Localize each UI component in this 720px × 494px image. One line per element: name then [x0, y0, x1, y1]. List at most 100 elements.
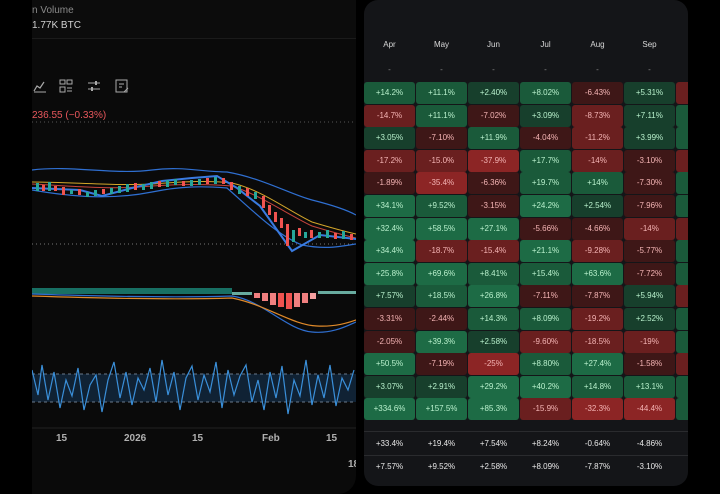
month-header-sep[interactable]: Sep [642, 40, 657, 49]
heatmap-cell[interactable]: -4.04% [520, 127, 571, 150]
heatmap-cell[interactable]: +85.3% [468, 398, 519, 421]
heatmap-cell[interactable]: +3.99% [624, 127, 675, 150]
heatmap-cell[interactable]: -7.10% [416, 127, 467, 150]
heatmap-cell[interactable]: -3.15% [468, 195, 519, 217]
heatmap-cell[interactable]: -19.2% [572, 308, 623, 330]
heatmap-cell[interactable]: -1.58% [624, 353, 675, 376]
heatmap-cell[interactable]: -7.11% [520, 285, 571, 308]
month-header-apr[interactable]: Apr [383, 40, 396, 49]
heatmap-cell[interactable]: +18.5% [416, 285, 467, 308]
heatmap-cell[interactable]: +21.1% [520, 240, 571, 263]
heatmap-cell[interactable]: -6.43% [572, 82, 623, 104]
price-chart[interactable] [32, 0, 356, 494]
heatmap-cell[interactable]: +27.1% [468, 217, 519, 240]
chart-panel[interactable]: n Volume 1.77K BTC 236.55 (−0.33%) [32, 0, 356, 494]
heatmap-cell[interactable]: +40.2% [520, 375, 571, 398]
heatmap-cell[interactable]: -14% [624, 217, 675, 240]
heatmap-cell[interactable]: -18.5% [572, 330, 623, 353]
heatmap-cell[interactable]: +25.8% [364, 262, 415, 285]
heatmap-cell[interactable]: +34.4% [364, 240, 415, 263]
heatmap-cell[interactable]: +69.6% [416, 262, 467, 285]
heatmap-cell[interactable]: -35.4% [416, 172, 467, 195]
heatmap-cell[interactable]: -5.66% [520, 217, 571, 240]
heatmap-cell[interactable]: +19.7% [520, 172, 571, 195]
heatmap-cell[interactable]: -15.9% [520, 398, 571, 421]
month-header-jun[interactable]: Jun [487, 40, 500, 49]
heatmap-cell[interactable]: +24.2% [520, 195, 571, 217]
heatmap-cell[interactable]: -7.02% [468, 104, 519, 127]
heatmap-cell[interactable]: +9.52% [416, 195, 467, 217]
heatmap-cell[interactable]: +14% [572, 172, 623, 195]
heatmap-cell[interactable]: -15.4% [468, 240, 519, 263]
heatmap-cell[interactable]: +157.5% [416, 398, 467, 421]
heatmap-cell[interactable]: +8.09% [520, 308, 571, 330]
heatmap-cell[interactable]: +34.1% [364, 195, 415, 217]
heatmap-cell[interactable]: +3.09% [520, 104, 571, 127]
heatmap-cell[interactable]: +7.57% [364, 285, 415, 308]
heatmap-cell[interactable]: -44.4% [624, 398, 675, 421]
heatmap-cell[interactable]: +3.05% [364, 127, 415, 150]
heatmap-cell[interactable]: +5.31% [624, 82, 675, 104]
heatmap-cell[interactable]: -9.28% [572, 240, 623, 263]
heatmap-cell[interactable]: +2.52% [624, 308, 675, 330]
heatmap-cell[interactable]: -14% [572, 149, 623, 172]
heatmap-cell[interactable]: -25% [468, 353, 519, 376]
heatmap-cell[interactable]: +63.6% [572, 262, 623, 285]
heatmap-cell[interactable]: -5.77% [624, 240, 675, 263]
month-header-aug[interactable]: Aug [590, 40, 605, 49]
line-chart-icon[interactable] [32, 78, 48, 94]
heatmap-cell[interactable]: -17.2% [364, 149, 415, 172]
heatmap-cell[interactable]: -7.87% [572, 285, 623, 308]
heatmap-cell[interactable]: +15.4% [520, 262, 571, 285]
heatmap-cell[interactable]: -9.60% [520, 330, 571, 353]
heatmap-cell[interactable]: -3.31% [364, 308, 415, 330]
heatmap-cell[interactable]: +8.41% [468, 262, 519, 285]
heatmap-cell[interactable]: +8.02% [520, 82, 571, 104]
heatmap-cell[interactable]: +7.11% [624, 104, 675, 127]
heatmap-cell[interactable]: -1.89% [364, 172, 415, 195]
heatmap-cell[interactable]: -8.73% [572, 104, 623, 127]
settings-sliders-icon[interactable] [86, 78, 102, 94]
heatmap-cell[interactable]: +27.4% [572, 353, 623, 376]
heatmap-cell[interactable]: +334.6% [364, 398, 415, 421]
month-header-may[interactable]: May [433, 40, 450, 49]
heatmap-cell[interactable]: -3.10% [624, 149, 675, 172]
heatmap-cell[interactable]: +8.80% [520, 353, 571, 376]
heatmap-cell[interactable]: +58.5% [416, 217, 467, 240]
seasonality-heatmap[interactable]: Apr - May - Jun - Jul - Aug - Sep - +14.2% +11.1% +2.4… [364, 0, 688, 486]
heatmap-cell[interactable]: -11.2% [572, 127, 623, 150]
layout-icon[interactable] [58, 78, 74, 94]
heatmap-cell[interactable]: -4.66% [572, 217, 623, 240]
heatmap-cell[interactable]: +14.8% [572, 375, 623, 398]
heatmap-cell[interactable]: -14.7% [364, 104, 415, 127]
heatmap-cell[interactable]: -7.19% [416, 353, 467, 376]
heatmap-cell[interactable]: +2.91% [416, 375, 467, 398]
heatmap-cell[interactable]: +29.2% [468, 375, 519, 398]
heatmap-cell[interactable]: +11.1% [416, 82, 467, 104]
heatmap-cell[interactable]: -7.96% [624, 195, 675, 217]
heatmap-cell[interactable]: -2.44% [416, 308, 467, 330]
heatmap-cell[interactable]: -7.30% [624, 172, 675, 195]
heatmap-cell[interactable]: -7.72% [624, 262, 675, 285]
month-header-jul[interactable]: Jul [540, 40, 551, 49]
heatmap-cell[interactable]: +39.3% [416, 330, 467, 353]
heatmap-cell[interactable]: -2.05% [364, 330, 415, 353]
heatmap-cell[interactable]: +32.4% [364, 217, 415, 240]
heatmap-cell[interactable]: +2.54% [572, 195, 623, 217]
heatmap-cell[interactable]: -15.0% [416, 149, 467, 172]
heatmap-cell[interactable]: +3.07% [364, 375, 415, 398]
heatmap-cell[interactable]: +2.58% [468, 330, 519, 353]
heatmap-cell[interactable]: +11.1% [416, 104, 467, 127]
heatmap-cell[interactable]: +14.2% [364, 82, 415, 104]
trend-line[interactable] [32, 174, 356, 253]
heatmap-cell[interactable]: +13.1% [624, 375, 675, 398]
heatmap-cell[interactable]: +17.7% [520, 149, 571, 172]
heatmap-cell[interactable]: +14.3% [468, 308, 519, 330]
heatmap-cell[interactable]: -6.36% [468, 172, 519, 195]
heatmap-cell[interactable]: -19% [624, 330, 675, 353]
heatmap-cell[interactable]: +26.8% [468, 285, 519, 308]
heatmap-cell[interactable]: -18.7% [416, 240, 467, 263]
edit-icon[interactable] [114, 78, 130, 94]
heatmap-cell[interactable]: +5.94% [624, 285, 675, 308]
heatmap-cell[interactable]: +50.5% [364, 353, 415, 376]
